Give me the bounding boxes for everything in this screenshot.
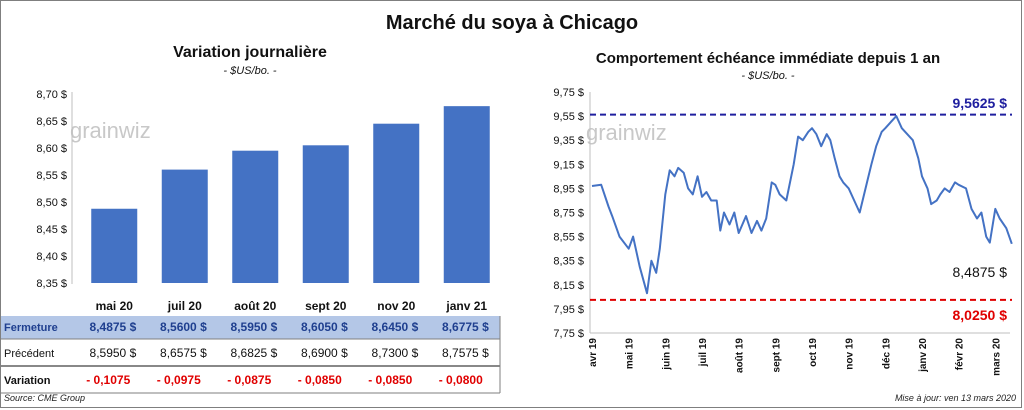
price-line [591,115,1013,295]
variation-value: - 0,0975 [157,373,201,387]
right-x-tick-label: janv 20 [918,338,929,373]
left-y-tick-label: 8,70 $ [36,89,67,101]
last-price-label: 8,4875 $ [953,264,1008,280]
right-chart-subtitle: - $US/bo. - [741,70,795,82]
right-y-tick-label: 9,75 $ [553,87,584,99]
left-y-tick-label: 8,45 $ [36,224,67,236]
daily-variation-chart: Variation journalière - $US/bo. - grainw… [1,44,501,394]
left-bars [91,106,490,284]
fermeture-value: 8,6050 $ [301,320,348,334]
left-y-tick-label: 8,60 $ [36,143,67,155]
fermeture-value: 8,5950 $ [231,320,278,334]
variation-value: - 0,0875 [227,373,271,387]
left-chart-title: Variation journalière [173,44,327,61]
right-x-tick-label: juil 19 [698,338,709,368]
left-x-tick-label: sept 20 [305,299,347,313]
reference-lines [590,113,1012,301]
left-y-tick-label: 8,50 $ [36,197,67,209]
right-y-tick-label: 9,55 $ [553,111,584,123]
high-label: 9,5625 $ [953,95,1008,111]
right-x-tick-label: nov 19 [845,338,856,370]
fermeture-value: 8,6450 $ [372,320,419,334]
price-table: 8,4875 $ 8,5950 $ - 0,1075 8,5600 $ 8,6575 $… [86,320,489,387]
left-x-tick-label: nov 20 [377,299,415,313]
watermark: grainwiz [70,118,151,143]
bar [161,169,208,283]
fermeture-row-bg [1,316,500,339]
precedent-value: 8,6900 $ [301,346,348,360]
left-y-tick-label: 8,35 $ [36,278,67,290]
right-y-tick-label: 7,95 $ [553,304,584,316]
right-y-tick-label: 8,35 $ [553,256,584,268]
right-y-tick-label: 8,15 $ [553,280,584,292]
precedent-value: 8,5950 $ [90,346,137,360]
variation-value: - 0,1075 [86,373,130,387]
bar [232,150,279,283]
left-x-tick-label: janv 21 [445,299,487,313]
fermeture-value: 8,6775 $ [442,320,489,334]
left-x-tick-label: juil 20 [167,299,202,313]
main-title: Marché du soya à Chicago [385,12,639,34]
variation-value: - 0,0850 [298,373,342,387]
bar [443,106,490,284]
right-y-tick-label: 8,95 $ [553,183,584,195]
right-y-tick-label: 7,75 $ [553,328,584,340]
variation-value: - 0,0850 [368,373,412,387]
right-y-tick-label: 8,75 $ [553,208,584,220]
left-y-ticks: 8,70 $ 8,65 $ 8,60 $ 8,55 $ 8,50 $ 8,45 $ 8,40… [36,89,67,290]
left-y-tick-label: 8,65 $ [36,116,67,128]
right-x-tick-label: mai 19 [625,338,636,370]
fermeture-value: 8,4875 $ [90,320,137,334]
update-note: Mise à jour: ven 13 mars 2020 [894,393,1016,403]
fermeture-value: 8,5600 $ [160,320,207,334]
bar [91,208,138,283]
right-x-tick-label: févr 20 [955,338,966,371]
variation-value: - 0,0800 [439,373,483,387]
precedent-value: 8,6825 $ [231,346,278,360]
right-x-tick-label: avr 19 [588,338,599,367]
precedent-value: 8,7300 $ [372,346,419,360]
left-y-tick-label: 8,40 $ [36,251,67,263]
left-y-tick-label: 8,55 $ [36,170,67,182]
right-x-tick-label: oct 19 [808,338,819,367]
right-x-tick-label: mars 20 [991,338,1002,376]
right-x-tick-label: juin 19 [661,338,672,371]
watermark-right: grainwiz [586,120,667,145]
front-month-chart: Comportement échéance immédiate depuis 1… [553,50,1013,376]
right-y-tick-label: 8,55 $ [553,232,584,244]
left-x-tick-label: août 20 [234,299,276,313]
precedent-label: Précédent [4,348,54,360]
right-x-ticks: avr 19 mai 19 juin 19 juil 19 août 19 sept 19… [588,338,1002,376]
right-x-tick-label: déc 19 [881,338,892,370]
right-y-ticks: 9,75 $ 9,55 $ 9,35 $ 9,15 $ 8,95 $ 8,75 $ 8,55… [553,87,584,340]
precedent-value: 8,7575 $ [442,346,489,360]
precedent-value: 8,6575 $ [160,346,207,360]
low-label: 8,0250 $ [953,307,1008,323]
fermeture-label: Fermeture [4,322,58,334]
source-note: Source: CME Group [4,393,86,403]
variation-label: Variation [4,375,51,387]
bar [302,145,349,283]
right-x-tick-label: sept 19 [771,338,782,373]
left-chart-subtitle: - $US/bo. - [223,65,277,77]
right-x-tick-label: août 19 [735,338,746,373]
left-x-tick-label: mai 20 [96,299,134,313]
left-x-labels: mai 20 juil 20 août 20 sept 20 nov 20 janv 21 [96,299,488,313]
right-y-tick-label: 9,15 $ [553,159,584,171]
right-y-tick-label: 9,35 $ [553,135,584,147]
bar [373,123,420,283]
right-chart-title: Comportement échéance immédiate depuis 1… [596,50,940,67]
